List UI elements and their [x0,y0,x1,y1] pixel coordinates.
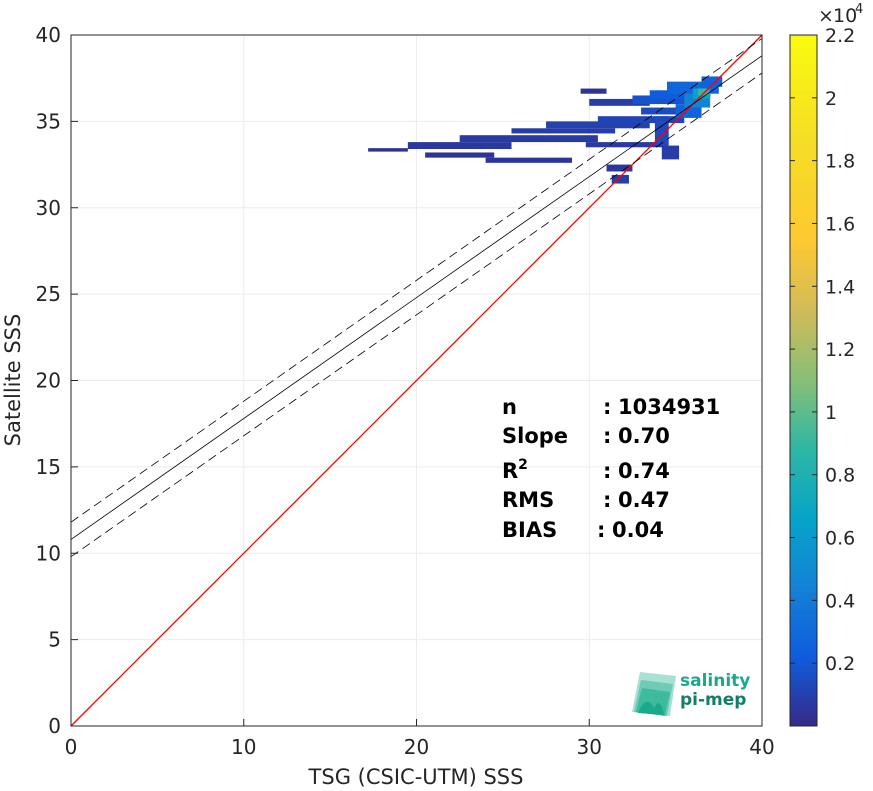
density-cell [459,135,598,143]
x-tick-label: 20 [404,735,429,759]
density-cell [611,174,629,184]
density-cell [597,116,685,124]
stat-value-n: 1034931 [618,395,720,419]
stat-label-rms: RMS [502,488,554,512]
y-tick-label: 35 [36,109,61,133]
logo-text-pimep: pi-mep [680,690,746,710]
density-cell [698,88,709,96]
y-tick-label: 20 [36,369,61,393]
density-cell [701,76,723,87]
colorbar-tick-label: 0.2 [825,653,855,675]
density-cell [407,142,512,150]
stat-value-r: 0.74 [618,459,670,483]
density-cell [649,90,711,99]
stat-separator: : [603,424,611,448]
density-cell [641,107,693,115]
colorbar-tick-label: 0.8 [825,465,855,487]
x-tick-label: 30 [577,735,602,759]
regression-lines [70,34,763,727]
colorbar-tick-label: 1.8 [825,151,855,173]
y-tick-label: 15 [36,455,61,479]
y-tick-label: 0 [48,714,61,738]
density-cell [606,164,633,172]
line-fit [70,55,763,540]
x-tick-label: 40 [749,735,774,759]
colorbar-tick-label: 1.4 [825,276,855,298]
stat-label-text: BIAS [502,518,557,542]
line-1-1 [70,34,763,727]
stat-label-bias: BIAS [502,518,557,542]
colorbar-tick-label: 2 [825,88,837,110]
density-cell [661,145,680,160]
stat-value-rms: 0.47 [618,488,670,512]
colorbar: 0.2 0.4 0.6 0.8 1 1.2 1.4 1.6 1.8 2 2.2 × 10 4 [789,2,863,727]
y-tick-label: 25 [36,282,61,306]
y-tick-label: 30 [36,196,61,220]
stat-separator: : [603,395,611,419]
statistics-box: n:1034931Slope:0.70R2:0.74RMS:0.47BIAS:0… [502,395,720,542]
density-cell [580,88,607,94]
colorbar-exponent: × 10 4 [818,2,863,27]
colorbar-tick-label: 1 [825,402,837,424]
density-cell [589,98,650,106]
stat-label-superscript: 2 [518,457,528,473]
y-tick-label: 5 [48,628,61,652]
stat-label-r: R2 [502,457,528,483]
stat-label-text: Slope [502,424,568,448]
colorbar-tick-label: 2.2 [825,25,855,47]
stat-separator: : [597,518,605,542]
stat-label-slope: Slope [502,424,568,448]
x-axis-ticks: 0 10 20 30 40 [65,719,775,759]
colorbar-ticks: 0.2 0.4 0.6 0.8 1 1.2 1.4 1.6 1.8 2 2.2 [790,25,855,675]
density-cell [511,128,616,134]
stat-separator: : [603,488,611,512]
stat-label-n: n [502,395,517,419]
density-cell [425,152,495,158]
salinity-pimep-logo: salinity pi-mep [632,671,750,716]
density-cell [485,157,572,163]
density-cell [546,121,650,129]
colorbar-exponent-times: × [818,5,834,27]
colorbar-tick-label: 0.4 [825,590,855,612]
y-axis-label: Satellite SSS [1,314,25,447]
plot-area: 0 10 20 30 40 0 5 10 15 20 25 30 35 40 [36,23,775,759]
colorbar-tick-label: 1.6 [825,213,855,235]
density-cell [368,148,408,152]
colorbar-gradient [789,34,818,727]
line-fit-1std [70,72,763,558]
colorbar-exponent-power: 4 [855,2,863,17]
colorbar-exponent-base: 10 [833,5,857,27]
x-tick-label: 10 [231,735,256,759]
colorbar-tick-label: 0.6 [825,528,855,550]
y-tick-label: 40 [36,23,61,47]
x-axis-label: TSG (CSIC-UTM) SSS [308,765,524,789]
wave-logo-icon [632,672,676,716]
stat-label-text: RMS [502,488,554,512]
density-cells [368,76,723,184]
stat-value-bias: 0.04 [612,518,664,542]
colorbar-tick-label: 1.2 [825,339,855,361]
line-fit-1std [70,38,763,523]
density-cell [585,142,667,148]
stat-label-text: R [502,459,518,483]
stat-value-slope: 0.70 [618,424,670,448]
logo-text-salinity: salinity [680,671,750,691]
density-cell [632,95,702,105]
x-tick-label: 0 [65,735,78,759]
stat-label-text: n [502,395,517,419]
y-tick-label: 10 [36,541,61,565]
stat-separator: : [603,459,611,483]
y-axis-ticks: 0 5 10 15 20 25 30 35 40 [36,23,78,738]
